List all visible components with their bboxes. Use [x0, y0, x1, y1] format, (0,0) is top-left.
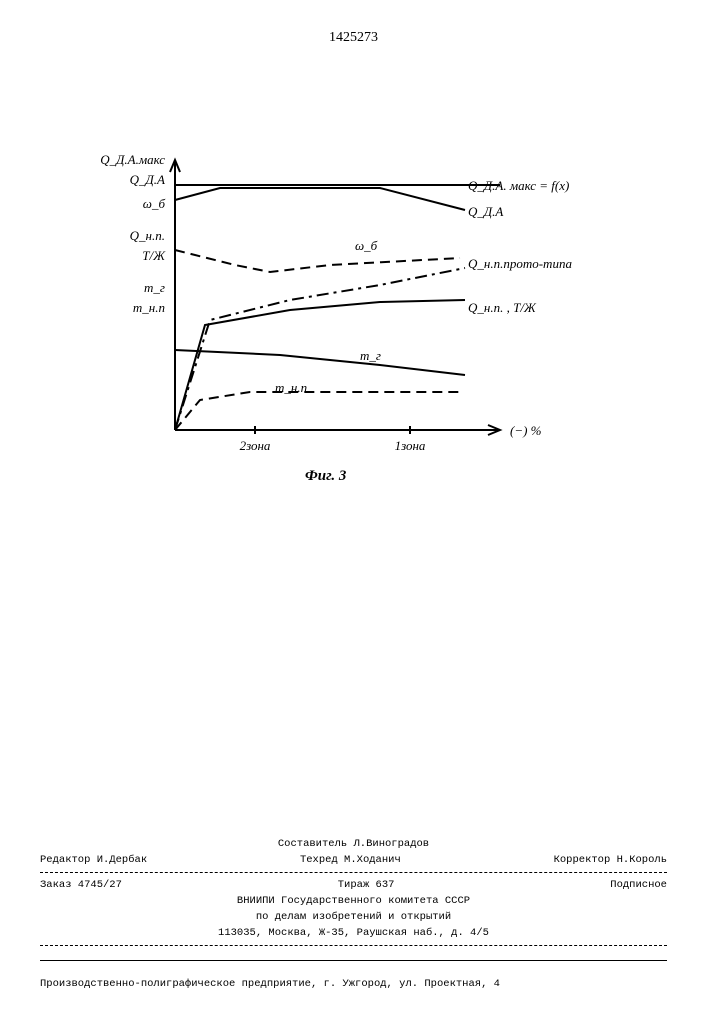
curve-m_g	[175, 350, 465, 375]
editor-label: Редактор И.Дербак	[40, 854, 147, 866]
y-axis-label: Q_Д.А.макс	[100, 152, 165, 168]
curve-q_da	[175, 188, 465, 210]
y-axis-label: Т/Ж	[142, 248, 165, 264]
y-axis-label: Q_н.п.	[130, 228, 165, 244]
address-line: 113035, Москва, Ж-35, Раушская наб., д. …	[40, 925, 667, 941]
curve-label: ω_б	[355, 238, 377, 254]
solid-rule	[40, 960, 667, 961]
curve-label: m_н.п	[275, 380, 307, 396]
y-axis-label: ω_б	[143, 196, 165, 212]
org-line-1: ВНИИПИ Государственного комитета СССР	[40, 893, 667, 909]
svg-text:1зона: 1зона	[395, 438, 426, 453]
org-line-2: по делам изобретений и открытий	[40, 909, 667, 925]
curve-q_np_proto	[175, 268, 465, 430]
curve-omega_b_dashed	[175, 250, 460, 272]
y-axis-label: Q_Д.А	[130, 172, 165, 188]
curve-label: m_г	[360, 348, 381, 364]
dashed-rule-1	[40, 872, 667, 873]
tirazh-label: Тираж 637	[338, 879, 395, 891]
curve-q_np_tzh	[175, 300, 465, 430]
final-line: Производственно-полиграфическое предприя…	[40, 978, 667, 990]
svg-text:(−) %: (−) %	[510, 423, 542, 438]
page-number: 1425273	[0, 30, 707, 46]
dashed-rule-2	[40, 945, 667, 946]
techred-label: Техред М.Ходанич	[300, 854, 401, 866]
figure-3-chart: 2зона1зона(−) % Q_Д.А.максQ_Д.Аω_бQ_н.п.…	[80, 160, 600, 470]
curve-m_np	[175, 392, 460, 430]
curve-label: Q_Д.А	[468, 204, 503, 220]
podpisnoe-label: Подписное	[610, 879, 667, 891]
svg-text:2зона: 2зона	[240, 438, 271, 453]
curve-label: Q_н.п.прото-типа	[468, 256, 572, 272]
y-axis-label: m_г	[144, 280, 165, 296]
corrector-label: Корректор Н.Король	[554, 854, 667, 866]
curve-label: Q_Д.А. макс = f(x)	[468, 178, 569, 194]
y-axis-label: m_н.п	[133, 300, 165, 316]
curve-label: Q_н.п. , Т/Ж	[468, 300, 536, 316]
compiler-line: Составитель Л.Виноградов	[40, 836, 667, 852]
figure-caption: Фиг. 3	[305, 468, 346, 485]
order-label: Заказ 4745/27	[40, 879, 122, 891]
footer-block: Составитель Л.Виноградов Редактор И.Дерб…	[40, 836, 667, 950]
